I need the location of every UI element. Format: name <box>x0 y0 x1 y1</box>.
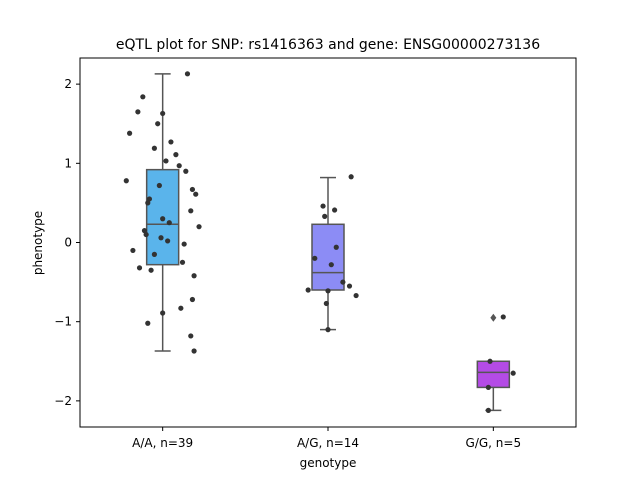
data-point <box>151 145 157 151</box>
data-point <box>158 235 164 241</box>
data-point <box>323 300 329 307</box>
data-point <box>184 71 191 77</box>
y-axis-label: phenotype <box>31 211 45 275</box>
data-point <box>140 94 146 100</box>
data-point <box>160 216 166 222</box>
y-tick-label: 0 <box>64 236 72 250</box>
y-tick-label: 2 <box>64 77 72 91</box>
data-point <box>179 259 186 265</box>
data-point <box>196 224 202 230</box>
data-point <box>305 287 311 293</box>
data-point <box>181 241 187 247</box>
data-point <box>151 251 157 257</box>
data-point <box>165 238 171 244</box>
boxes-layer <box>145 73 511 412</box>
data-point <box>193 191 199 197</box>
data-point <box>143 231 149 238</box>
data-point <box>136 265 143 271</box>
data-point <box>178 305 184 311</box>
data-point <box>510 370 516 376</box>
data-point <box>163 158 169 164</box>
points-layer <box>123 71 516 413</box>
data-point <box>332 207 338 213</box>
data-point <box>325 327 331 333</box>
data-point <box>312 255 318 261</box>
data-point <box>191 348 197 354</box>
x-tick-label: A/G, n=14 <box>297 436 359 450</box>
y-tick-label: −1 <box>54 315 72 329</box>
data-point <box>500 314 506 320</box>
data-point <box>168 139 174 145</box>
data-point <box>333 244 339 250</box>
data-point <box>123 178 129 184</box>
data-point <box>183 168 189 174</box>
y-tick-label: −2 <box>54 394 72 408</box>
data-point <box>485 407 491 413</box>
data-point <box>189 296 196 303</box>
y-tick-label: 1 <box>64 156 72 170</box>
data-point <box>145 320 151 326</box>
chart-title: eQTL plot for SNP: rs1416363 and gene: E… <box>116 37 540 53</box>
data-point <box>325 288 331 294</box>
box-iqr <box>476 360 511 389</box>
data-point <box>166 220 172 226</box>
y-axis: −2 −1 0 1 2 <box>54 77 80 408</box>
data-point <box>145 200 151 206</box>
data-point <box>485 384 491 391</box>
data-point <box>160 310 166 316</box>
data-point <box>346 283 353 289</box>
data-point <box>156 182 162 189</box>
data-point <box>127 130 133 136</box>
data-point <box>160 110 166 117</box>
x-tick-label: A/A, n=39 <box>132 436 193 450</box>
data-point <box>155 121 161 127</box>
data-point <box>188 208 194 214</box>
data-point <box>173 152 179 158</box>
outlier-marker <box>490 313 497 322</box>
data-point <box>328 262 334 268</box>
data-point <box>189 186 196 193</box>
x-tick-label: G/G, n=5 <box>466 436 522 450</box>
data-point <box>148 267 154 273</box>
data-point <box>320 203 326 209</box>
data-point <box>176 163 182 169</box>
data-point <box>322 213 328 219</box>
x-axis-label: genotype <box>300 456 357 470</box>
data-point <box>141 228 148 234</box>
data-point <box>188 333 194 339</box>
data-point <box>135 109 141 115</box>
data-point <box>191 273 197 279</box>
x-axis: A/A, n=39 A/G, n=14 G/G, n=5 <box>132 427 521 450</box>
data-point <box>340 279 346 285</box>
data-point <box>348 174 354 180</box>
data-point <box>146 196 153 202</box>
data-point <box>353 292 359 299</box>
data-point <box>130 247 136 254</box>
data-point <box>487 358 493 364</box>
